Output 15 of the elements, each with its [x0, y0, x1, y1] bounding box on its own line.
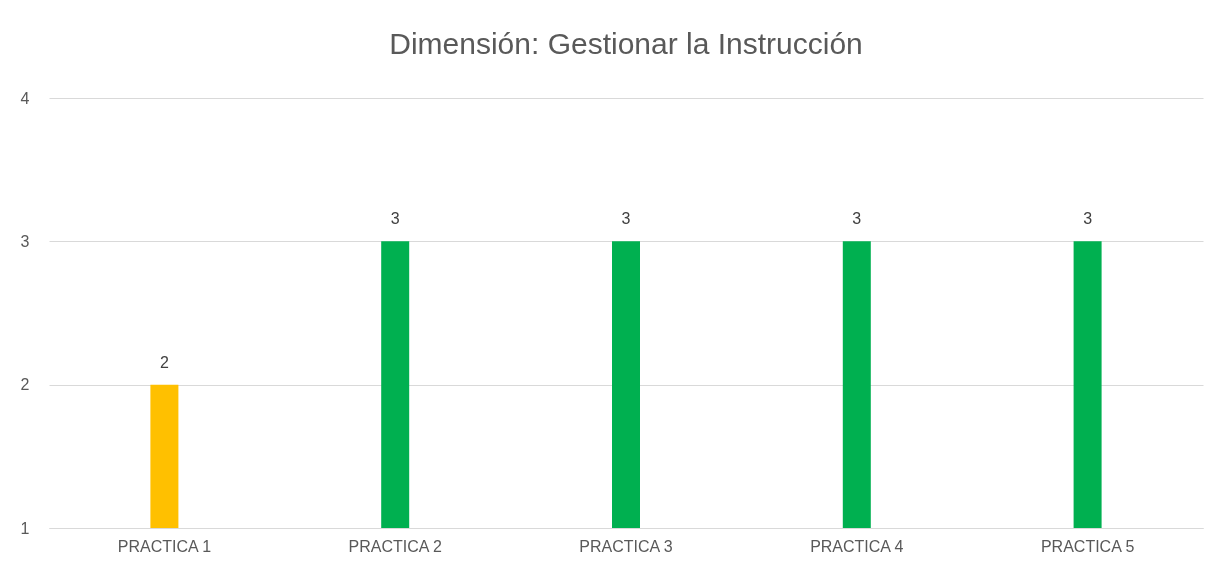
- x-tick-label: PRACTICA 1: [117, 537, 212, 555]
- data-label: 3: [621, 210, 631, 228]
- chart-title: Dimensión: Gestionar la Instrucción: [389, 27, 863, 60]
- x-tick-label: PRACTICA 2: [348, 537, 442, 555]
- x-tick-label: PRACTICA 4: [810, 537, 904, 555]
- y-tick-label: 4: [20, 89, 30, 107]
- data-label: 3: [390, 210, 400, 228]
- y-tick-label: 1: [20, 519, 30, 537]
- x-tick-label: PRACTICA 3: [579, 537, 673, 555]
- x-tick-label: PRACTICA 5: [1040, 537, 1135, 555]
- y-tick-label: 2: [20, 376, 30, 394]
- data-label: 3: [852, 210, 862, 228]
- data-label: 3: [1083, 210, 1093, 228]
- data-label: 2: [159, 353, 169, 371]
- y-tick-label: 3: [20, 232, 30, 250]
